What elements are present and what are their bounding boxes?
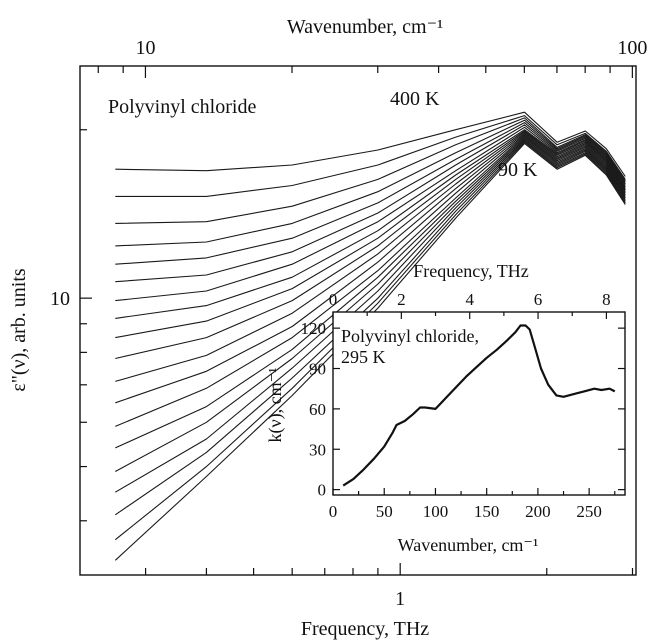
- series-line-19: [114, 142, 626, 561]
- series-line-9: [115, 130, 626, 339]
- inset-x-tick-label: 50: [376, 502, 393, 521]
- inset-y-tick-label: 30: [309, 440, 326, 459]
- inset-x2-tick-label: 2: [397, 290, 406, 309]
- main-y-axis-label: ε"(ν), arb. units: [8, 268, 30, 392]
- series-line-2: [115, 115, 626, 197]
- y-tick-label: 10: [50, 288, 70, 310]
- inset-chart: 0 50 100 150 200 250 0 2 4 6 8 0 30 60 90 120 Frequency…: [265, 261, 626, 555]
- inset-x-tick-label: 150: [474, 502, 500, 521]
- main-chart: 1 10 100 10 Wavenumber, cm⁻¹ Frequency, THz…: [8, 16, 647, 640]
- series-line-3: [115, 117, 626, 224]
- series-line-6: [115, 124, 626, 283]
- inset-axis-ticks: 0 50 100 150 200 250 0 2 4 6 8 0 30 60 90 120: [301, 290, 625, 521]
- series-line-5: [115, 122, 626, 265]
- inset-x2-tick-label: 4: [465, 290, 474, 309]
- x2-tick-label: 10: [135, 37, 155, 59]
- main-x-axis-label: Frequency, THz: [301, 618, 429, 640]
- inset-x-tick-label: 250: [576, 502, 602, 521]
- series-line-12: [115, 134, 626, 404]
- annotation-material: Polyvinyl chloride: [108, 96, 256, 118]
- series-line-10: [115, 131, 626, 360]
- main-series-group: [114, 111, 626, 561]
- series-line-8: [115, 129, 626, 319]
- annotation-400k: 400 K: [390, 88, 440, 110]
- series-line-15: [115, 137, 626, 472]
- inset-x2-tick-label: 6: [534, 290, 543, 309]
- x2-tick-label: 100: [617, 37, 647, 59]
- inset-series-group: [342, 324, 616, 487]
- inset-y-tick-label: 90: [309, 360, 326, 379]
- inset-series-line: [342, 324, 616, 487]
- main-x2-axis-label: Wavenumber, cm⁻¹: [287, 16, 443, 38]
- annotation-90k: 90 K: [498, 159, 538, 181]
- series-line-11: [115, 132, 626, 382]
- inset-x2-tick-label: 8: [602, 290, 611, 309]
- inset-background: [333, 312, 625, 495]
- inset-x-tick-label: 0: [329, 502, 338, 521]
- series-line-13: [115, 135, 626, 427]
- series-line-18: [114, 141, 626, 541]
- x-tick-label: 1: [395, 588, 405, 610]
- inset-annotation-line1: Polyvinyl chloride,: [341, 326, 479, 346]
- inset-plot-frame: [332, 311, 626, 496]
- inset-x2-tick-label: 0: [329, 290, 338, 309]
- inset-x-tick-label: 200: [525, 502, 551, 521]
- main-axis-ticks: 1 10 100 10: [50, 37, 647, 610]
- inset-annotation-line2: 295 K: [341, 347, 386, 367]
- series-line-14: [115, 136, 626, 449]
- series-line-4: [115, 119, 626, 247]
- series-line-17: [114, 140, 626, 516]
- series-line-1: [115, 111, 626, 177]
- inset-x-tick-label: 100: [423, 502, 449, 521]
- main-plot-frame: [79, 65, 637, 576]
- inset-y-tick-label: 0: [318, 481, 327, 500]
- series-line-16: [115, 139, 626, 493]
- inset-y-axis-label: k(ν), cm⁻¹: [265, 367, 286, 442]
- inset-x-axis-label: Wavenumber, cm⁻¹: [398, 535, 539, 555]
- inset-y-tick-label: 120: [301, 319, 327, 338]
- inset-y-tick-label: 60: [309, 400, 326, 419]
- inset-x2-axis-label: Frequency, THz: [413, 261, 528, 281]
- series-line-7: [115, 126, 626, 302]
